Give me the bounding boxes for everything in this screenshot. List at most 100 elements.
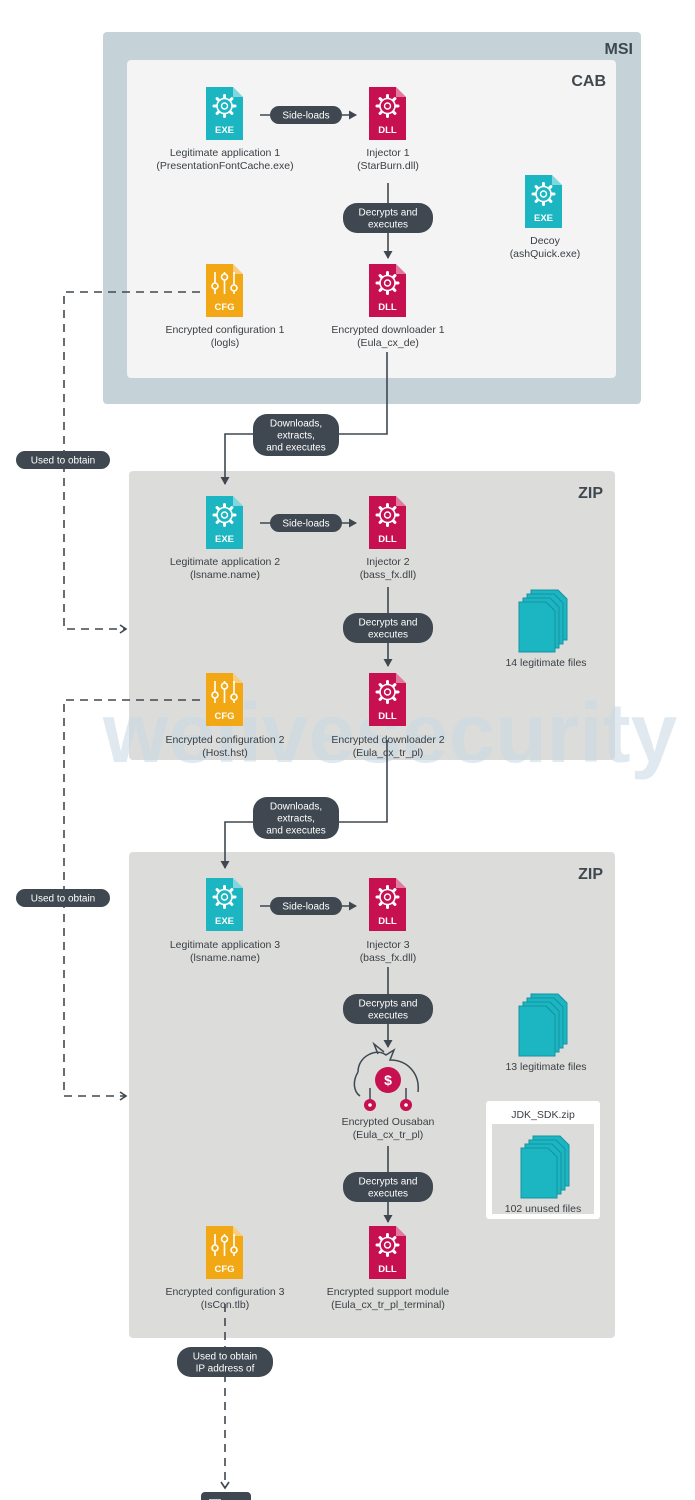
caption-line: Decoy <box>530 235 561 247</box>
caption-unused-files: 102 unused files <box>505 1203 581 1215</box>
pill-decrypts1: Decrypts andexecutes <box>343 203 433 233</box>
caption-line: (Eula_cx_tr_pl) <box>353 1129 424 1141</box>
caption-legit-files13: 13 legitimate files <box>505 1061 586 1073</box>
caption-line: (logls) <box>211 337 240 349</box>
pill-text: extracts, <box>277 431 315 442</box>
caption-line: (bass_fx.dll) <box>360 569 417 581</box>
file-type-label: DLL <box>378 534 397 545</box>
caption-line: (Eula_cx_tr_pl_terminal) <box>331 1299 445 1311</box>
pill-text: Downloads, <box>270 802 322 813</box>
pill-text: executes <box>368 630 408 641</box>
caption-line: (lsname.name) <box>190 952 260 964</box>
caption-line: Encrypted downloader 1 <box>331 324 444 336</box>
caption-line: Legitimate application 1 <box>170 147 280 159</box>
cfg-file-icon: CFG <box>206 264 243 317</box>
caption-legit-files14: 14 legitimate files <box>505 657 586 669</box>
svg-text:$: $ <box>384 1072 392 1088</box>
caption-legit-app1: Legitimate application 1(PresentationFon… <box>156 147 293 172</box>
pill-text: Used to obtain <box>193 1352 258 1363</box>
pill-text: executes <box>368 1189 408 1200</box>
caption-injector2: Injector 2(bass_fx.dll) <box>360 556 417 581</box>
caption-line: Legitimate application 2 <box>170 556 280 568</box>
caption-line: Encrypted configuration 3 <box>165 1286 284 1298</box>
caption-line: (PresentationFontCache.exe) <box>156 160 293 172</box>
exe-file-icon: EXE <box>206 496 243 549</box>
caption-line: (bass_fx.dll) <box>360 952 417 964</box>
legit-files-stack-icon <box>519 590 567 652</box>
dll-file-icon: DLL <box>369 878 406 931</box>
pill-text: Decrypts and <box>359 618 418 629</box>
caption-enc-support: Encrypted support module(Eula_cx_tr_pl_t… <box>327 1286 450 1311</box>
pill-text: Side-loads <box>282 519 329 530</box>
caption-line: (Host.hst) <box>202 747 248 759</box>
caption-line: Encrypted support module <box>327 1286 450 1298</box>
unused-files-stack-icon <box>521 1136 569 1198</box>
msi-label: MSI <box>605 41 633 58</box>
cc-server-icon: C&C <box>201 1492 251 1500</box>
pill-downloads2: Downloads,extracts,and executes <box>253 797 339 839</box>
pill-sideloads2: Side-loads <box>270 514 342 532</box>
pill-sideloads1: Side-loads <box>270 106 342 124</box>
caption-line: Injector 3 <box>366 939 409 951</box>
file-type-label: EXE <box>215 125 234 136</box>
file-type-label: EXE <box>215 916 234 927</box>
pill-text: Downloads, <box>270 419 322 430</box>
file-type-label: DLL <box>378 125 397 136</box>
caption-line: (Eula_cx_tr_pl) <box>353 747 424 759</box>
file-type-label: EXE <box>534 213 553 224</box>
exe-file-icon: EXE <box>206 87 243 140</box>
caption-line: Encrypted downloader 2 <box>331 734 444 746</box>
file-type-label: CFG <box>214 1264 234 1275</box>
file-type-label: DLL <box>378 711 397 722</box>
caption-line: Encrypted configuration 1 <box>165 324 284 336</box>
caption-line: 102 unused files <box>505 1203 581 1215</box>
pill-text: executes <box>368 220 408 231</box>
caption-line: 14 legitimate files <box>505 657 586 669</box>
file-type-label: CFG <box>214 711 234 722</box>
pill-text: Decrypts and <box>359 1177 418 1188</box>
file-type-label: DLL <box>378 302 397 313</box>
jdk-sdk-label: JDK_SDK.zip <box>511 1109 575 1121</box>
cfg-file-icon: CFG <box>206 673 243 726</box>
caption-line: Legitimate application 3 <box>170 939 280 951</box>
dll-file-icon: DLL <box>369 496 406 549</box>
pill-text: Decrypts and <box>359 999 418 1010</box>
file-type-label: DLL <box>378 1264 397 1275</box>
legit-files-stack-icon <box>519 994 567 1056</box>
pill-text: Side-loads <box>282 111 329 122</box>
caption-line: (ashQuick.exe) <box>510 248 581 260</box>
pill-text: Used to obtain <box>31 894 96 905</box>
dll-file-icon: DLL <box>369 264 406 317</box>
dll-file-icon: DLL <box>369 87 406 140</box>
file-type-label: DLL <box>378 916 397 927</box>
caption-line: 13 legitimate files <box>505 1061 586 1073</box>
pill-text: IP address of <box>196 1364 255 1375</box>
caption-line: (Eula_cx_de) <box>357 337 419 349</box>
pill-sideloads3: Side-loads <box>270 897 342 915</box>
caption-line: (StarBurn.dll) <box>357 160 419 172</box>
caption-enc-ousaban: Encrypted Ousaban(Eula_cx_tr_pl) <box>342 1116 435 1141</box>
pill-text: extracts, <box>277 814 315 825</box>
pill-used-obtain2: Used to obtain <box>16 889 110 907</box>
pill-text: Used to obtain <box>31 456 96 467</box>
dll-file-icon: DLL <box>369 1226 406 1279</box>
pill-text: and executes <box>266 826 326 837</box>
zip2-label: ZIP <box>578 866 603 883</box>
file-type-label: EXE <box>215 534 234 545</box>
caption-injector3: Injector 3(bass_fx.dll) <box>360 939 417 964</box>
caption-line: (lsname.name) <box>190 569 260 581</box>
caption-line: Injector 2 <box>366 556 409 568</box>
caption-line: Injector 1 <box>366 147 409 159</box>
caption-line: Encrypted configuration 2 <box>165 734 284 746</box>
pill-text: executes <box>368 1011 408 1022</box>
caption-line: (IsCon.tlb) <box>201 1299 249 1311</box>
pill-text: Decrypts and <box>359 208 418 219</box>
caption-line: Encrypted Ousaban <box>342 1116 435 1128</box>
pill-text: and executes <box>266 443 326 454</box>
pill-text: Side-loads <box>282 902 329 913</box>
